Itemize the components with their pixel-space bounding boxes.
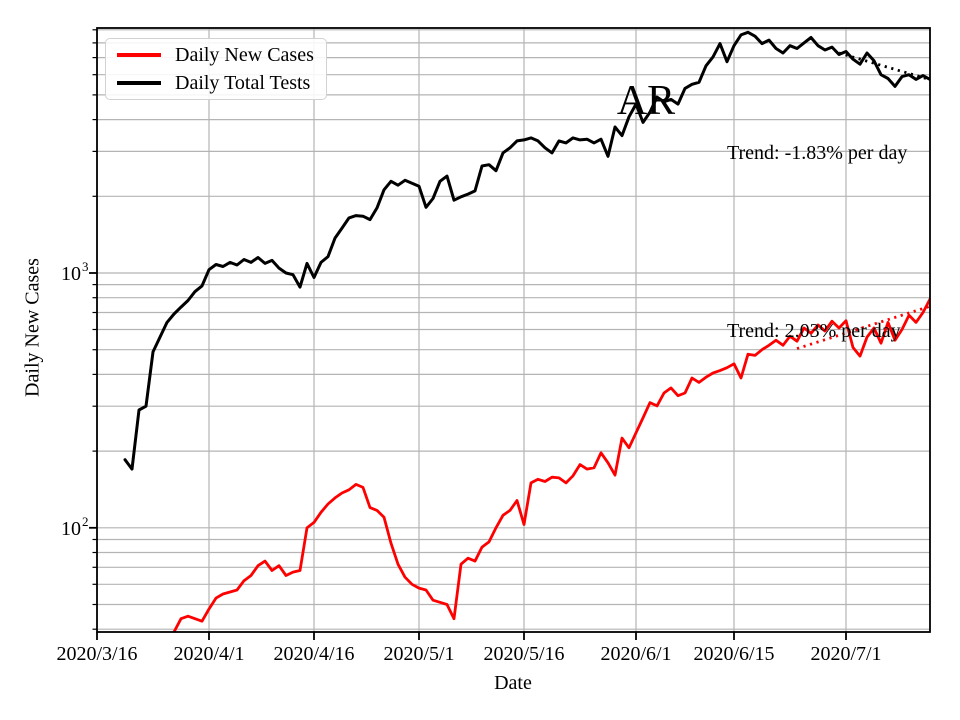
trend-annotation-cases: Trend: 2.03% per day [727, 320, 901, 342]
x-tick-label: 2020/4/1 [173, 643, 244, 665]
x-axis-label: Date [494, 672, 532, 694]
chart-title: AR [616, 78, 676, 124]
y-tick-label: 103 [61, 259, 89, 285]
legend: Daily New Cases Daily Total Tests [105, 38, 327, 100]
legend-item-daily-new-cases: Daily New Cases [117, 41, 326, 69]
legend-label: Daily New Cases [175, 44, 314, 66]
legend-item-daily-total-tests: Daily Total Tests [117, 69, 326, 97]
x-tick-label: 2020/6/15 [693, 643, 774, 665]
y-axis-label: Daily New Cases [21, 258, 44, 397]
series-daily-total-tests [123, 30, 930, 471]
x-tick-label: 2020/3/16 [56, 643, 137, 665]
x-tick-label: 2020/5/16 [483, 643, 564, 665]
x-tick-label: 2020/4/16 [273, 643, 354, 665]
legend-line-sample-red [117, 53, 161, 57]
legend-label: Daily Total Tests [175, 72, 311, 94]
y-tick-label: 102 [61, 514, 89, 540]
trend-annotation-tests: Trend: -1.83% per day [727, 142, 908, 164]
legend-line-sample-black [117, 81, 161, 85]
x-tick-label: 2020/6/1 [600, 643, 671, 665]
x-tick-label: 2020/7/1 [810, 643, 881, 665]
x-tick-label: 2020/5/1 [383, 643, 454, 665]
series-new-cases-trend [796, 304, 930, 350]
series-daily-new-cases [172, 296, 930, 632]
